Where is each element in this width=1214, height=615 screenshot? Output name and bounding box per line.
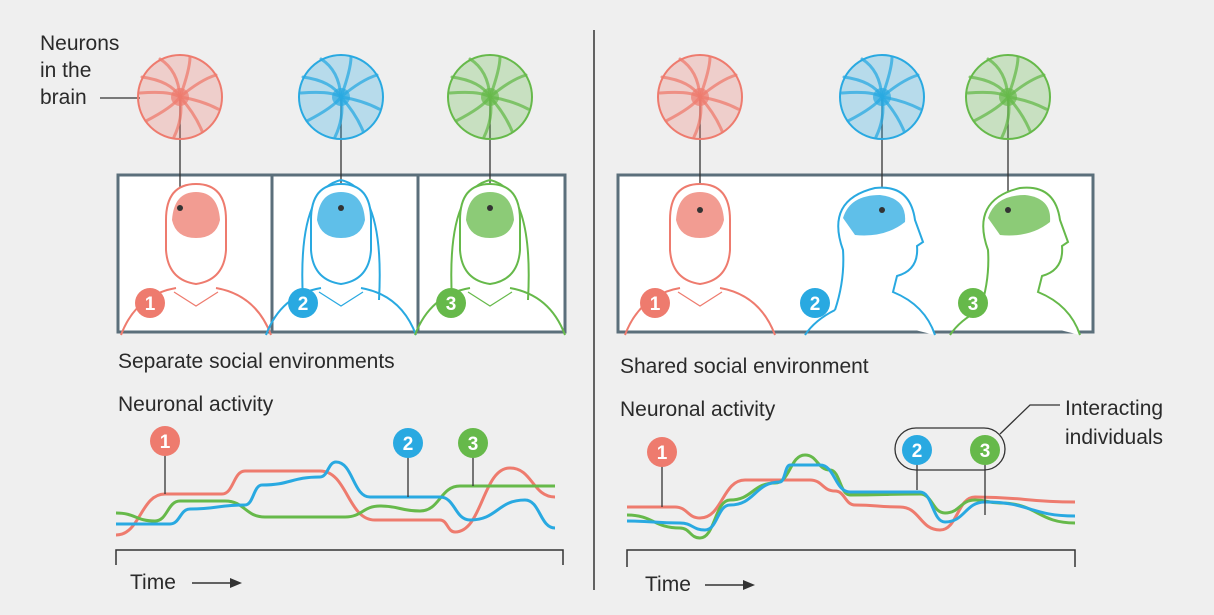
right-panel-badge-1: 1 <box>640 288 670 318</box>
right-time-label: Time <box>645 573 691 596</box>
number-badge-circle <box>640 288 670 318</box>
neuron-soma <box>691 88 709 106</box>
interacting-leader <box>999 404 1060 435</box>
right-panel-badge-3: 3 <box>958 288 988 318</box>
leader-dot <box>487 205 493 211</box>
left-head-2 <box>265 178 417 336</box>
right-trace-2 <box>626 463 1076 532</box>
number-badge-text: 1 <box>657 443 668 464</box>
number-badge-text: 3 <box>446 294 457 315</box>
brain-icon <box>843 195 906 236</box>
number-badge-circle <box>393 428 423 458</box>
left-neuron-3 <box>447 54 533 140</box>
left-trace-1 <box>115 466 556 537</box>
number-badge-text: 1 <box>650 294 661 315</box>
left-neuron-1 <box>137 54 223 140</box>
neuron-soma <box>332 88 350 106</box>
leader-dot <box>697 207 703 213</box>
leader-dot <box>1005 207 1011 213</box>
right-panel-badge-2: 2 <box>800 288 830 318</box>
left-trace-badge-1: 1 <box>150 426 180 456</box>
shoulders-outline <box>265 287 417 336</box>
number-badge-circle <box>135 288 165 318</box>
number-badge-circle <box>150 426 180 456</box>
number-badge-text: 3 <box>968 294 979 315</box>
number-badge-text: 3 <box>980 441 991 462</box>
neuron-soma <box>999 88 1017 106</box>
number-badge-text: 2 <box>810 294 821 315</box>
brain-icon <box>466 192 514 238</box>
right-trace-3 <box>626 453 1076 540</box>
hair-outline <box>450 178 530 301</box>
right-time-bracket <box>626 549 1076 567</box>
brain-icon <box>172 192 220 238</box>
brain-icon <box>676 192 724 238</box>
right-head-2 <box>804 186 936 336</box>
right-panel-title: Shared social environment <box>620 355 869 378</box>
number-badge-text: 2 <box>912 441 923 462</box>
number-badge-text: 2 <box>298 294 309 315</box>
number-badge-circle <box>436 288 466 318</box>
left-trace-badge-2: 2 <box>393 428 423 458</box>
arrow-right-icon <box>743 580 755 590</box>
left-trace-2 <box>116 460 556 530</box>
right-head-3 <box>949 186 1081 336</box>
number-badge-circle <box>647 437 677 467</box>
collar-outline <box>677 291 723 307</box>
left-panel-badge-2: 2 <box>288 288 318 318</box>
right-activity-title: Neuronal activity <box>620 398 776 421</box>
number-badge-circle <box>958 288 988 318</box>
number-badge-circle <box>800 288 830 318</box>
right-trace-1 <box>626 478 1076 532</box>
left-neuron-2 <box>298 54 384 140</box>
number-badge-text: 2 <box>403 434 414 455</box>
number-badge-circle <box>902 435 932 465</box>
neurons-label-line2: in the <box>40 59 92 82</box>
neuron-soma <box>171 88 189 106</box>
number-badge-circle <box>970 435 1000 465</box>
right-head-1 <box>624 182 776 336</box>
neurons-label-line3: brain <box>40 86 87 109</box>
collar-outline <box>318 291 364 307</box>
left-time-bracket <box>115 549 564 565</box>
left-head-3 <box>414 178 566 336</box>
left-trace-3 <box>115 484 555 523</box>
right-trace-badge-2: 2 <box>902 435 932 465</box>
number-badge-text: 3 <box>468 434 479 455</box>
leader-dot <box>338 205 344 211</box>
number-badge-text: 1 <box>160 432 171 453</box>
interacting-label-line2: individuals <box>1065 426 1164 449</box>
interacting-label-line1: Interacting <box>1065 397 1164 420</box>
right-neuron-3 <box>965 54 1051 140</box>
right-trace-badge-3: 3 <box>970 435 1000 465</box>
left-panel-title: Separate social environments <box>118 350 395 373</box>
collar-outline <box>467 291 513 307</box>
leader-dot <box>879 207 885 213</box>
leader-dot <box>177 205 183 211</box>
left-trace-badge-3: 3 <box>458 428 488 458</box>
left-panel-badge-1: 1 <box>135 288 165 318</box>
brain-icon <box>317 192 365 238</box>
collar-outline <box>173 291 219 307</box>
brain-icon <box>988 195 1051 236</box>
right-neuron-1 <box>657 54 743 140</box>
left-panel-badge-3: 3 <box>436 288 466 318</box>
neurons-label-line1: Neurons <box>40 32 120 55</box>
number-badge-circle <box>458 428 488 458</box>
interacting-group-bracket <box>894 427 1006 471</box>
neuron-soma <box>481 88 499 106</box>
shoulder-outline <box>804 309 836 336</box>
right-neuron-2 <box>839 54 925 140</box>
right-trace-badge-1: 1 <box>647 437 677 467</box>
neuron-soma <box>873 88 891 106</box>
arrow-right-icon <box>230 578 242 588</box>
number-badge-circle <box>288 288 318 318</box>
left-time-label: Time <box>130 571 176 594</box>
number-badge-text: 1 <box>145 294 156 315</box>
left-activity-title: Neuronal activity <box>118 393 274 416</box>
hair-outline <box>301 178 381 301</box>
